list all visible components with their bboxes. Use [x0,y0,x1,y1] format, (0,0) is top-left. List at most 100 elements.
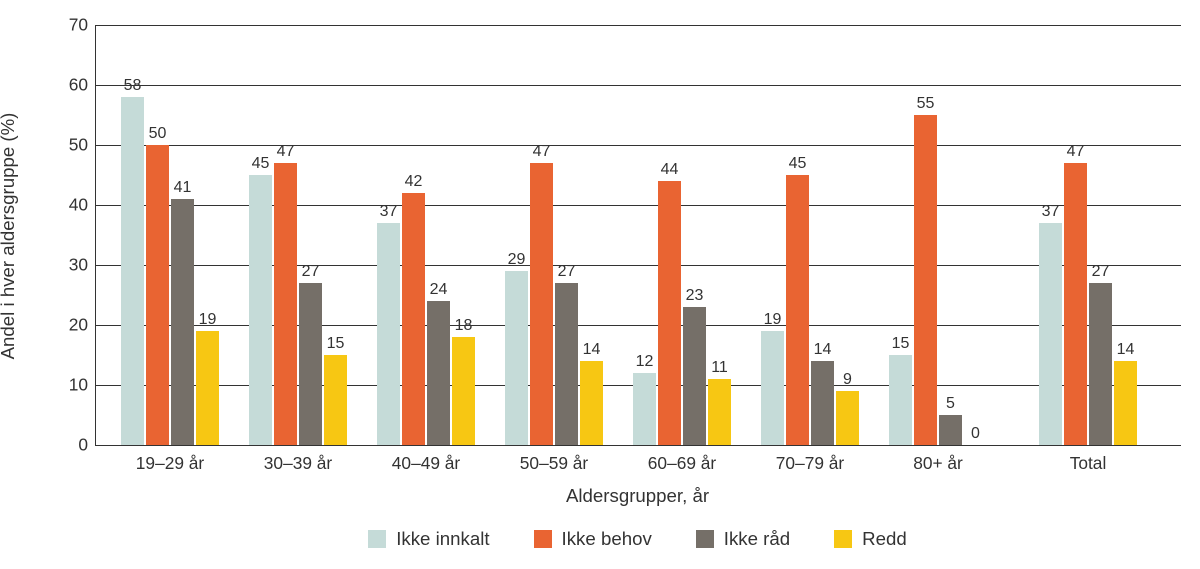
legend-swatch [534,530,552,548]
chart-container: 0102030405060705850411919–29 år454727153… [0,0,1200,569]
bar-value-label: 5 [946,395,955,413]
y-tick-label: 40 [69,195,88,216]
bar-group: 3742241840–49 år [362,25,490,445]
x-tick-label: 70–79 år [776,453,844,474]
bar-value-label: 19 [199,311,217,329]
bar-group: 5850411919–29 år [106,25,234,445]
legend-label: Ikke innkalt [396,528,489,550]
bar-ikke_rad: 24 [427,301,450,445]
bar-value-label: 37 [1042,203,1060,221]
bar-ikke_innkalt: 15 [889,355,912,445]
plot-area: 0102030405060705850411919–29 år454727153… [95,25,1181,446]
bar-group: 37472714Total [1024,25,1152,445]
bar-ikke_rad: 41 [171,199,194,445]
bar-ikke_innkalt: 37 [1039,223,1062,445]
legend-item-ikke_behov: Ikke behov [534,528,652,550]
legend-label: Ikke behov [562,528,652,550]
bar-value-label: 45 [252,155,270,173]
legend-label: Redd [862,528,907,550]
x-tick-label: Total [1070,453,1107,474]
bar-ikke_innkalt: 58 [121,97,144,445]
bar-ikke_behov: 47 [530,163,553,445]
legend: Ikke innkalt Ikke behov Ikke råd Redd [95,528,1180,550]
legend-label: Ikke råd [724,528,790,550]
bar-value-label: 19 [764,311,782,329]
bar-value-label: 27 [302,263,320,281]
bar-value-label: 45 [789,155,807,173]
x-tick-label: 50–59 år [520,453,588,474]
legend-item-ikke_rad: Ikke råd [696,528,790,550]
legend-swatch [834,530,852,548]
y-tick-label: 30 [69,255,88,276]
bar-ikke_behov: 45 [786,175,809,445]
bar-value-label: 15 [892,335,910,353]
bar-ikke_rad: 27 [299,283,322,445]
bar-value-label: 42 [405,173,423,191]
x-tick-label: 30–39 år [264,453,332,474]
bar-ikke_rad: 27 [1089,283,1112,445]
bar-ikke_behov: 44 [658,181,681,445]
bar-redd: 14 [580,361,603,445]
y-tick-label: 10 [69,375,88,396]
legend-item-ikke_innkalt: Ikke innkalt [368,528,489,550]
bar-ikke_behov: 47 [1064,163,1087,445]
bar-value-label: 50 [149,125,167,143]
bar-group: 1244231160–69 år [618,25,746,445]
bar-value-label: 12 [636,353,654,371]
x-tick-label: 80+ år [913,453,963,474]
bar-value-label: 37 [380,203,398,221]
bar-redd: 9 [836,391,859,445]
x-tick-label: 19–29 år [136,453,204,474]
y-tick-label: 0 [78,435,88,456]
bar-value-label: 11 [711,359,728,377]
bar-value-label: 27 [1092,263,1110,281]
bar-value-label: 9 [843,371,852,389]
legend-item-redd: Redd [834,528,907,550]
bar-redd: 14 [1114,361,1137,445]
bar-value-label: 41 [174,179,192,197]
bar-value-label: 27 [558,263,576,281]
bar-redd: 18 [452,337,475,445]
bar-ikke_innkalt: 19 [761,331,784,445]
bar-value-label: 47 [277,143,295,161]
bar-ikke_behov: 42 [402,193,425,445]
bar-value-label: 23 [686,287,704,305]
bar-ikke_rad: 14 [811,361,834,445]
y-tick-label: 50 [69,135,88,156]
bar-ikke_behov: 47 [274,163,297,445]
bar-value-label: 44 [661,161,679,179]
bar-value-label: 55 [917,95,935,113]
bar-ikke_innkalt: 29 [505,271,528,445]
legend-swatch [368,530,386,548]
bar-group: 194514970–79 år [746,25,874,445]
bar-group: 2947271450–59 år [490,25,618,445]
bar-value-label: 29 [508,251,526,269]
bar-group: 15555080+ år [874,25,1002,445]
bar-redd: 15 [324,355,347,445]
bar-value-label: 14 [814,341,832,359]
x-tick-label: 40–49 år [392,453,460,474]
y-tick-label: 70 [69,15,88,36]
bar-value-label: 47 [533,143,551,161]
y-axis-title: Andel i hver aldersgruppe (%) [0,26,19,446]
bar-value-label: 14 [583,341,601,359]
bar-ikke_behov: 55 [914,115,937,445]
y-tick-label: 20 [69,315,88,336]
bar-ikke_rad: 23 [683,307,706,445]
bar-group: 4547271530–39 år [234,25,362,445]
bar-value-label: 18 [455,317,473,335]
bar-value-label: 58 [124,77,142,95]
bar-ikke_rad: 27 [555,283,578,445]
legend-swatch [696,530,714,548]
bar-ikke_rad: 5 [939,415,962,445]
bar-value-label: 0 [971,425,980,443]
bar-ikke_behov: 50 [146,145,169,445]
bar-value-label: 24 [430,281,448,299]
x-tick-label: 60–69 år [648,453,716,474]
bar-ikke_innkalt: 37 [377,223,400,445]
x-axis-title: Aldersgrupper, år [95,485,1180,507]
bar-value-label: 47 [1067,143,1085,161]
bar-ikke_innkalt: 12 [633,373,656,445]
bar-redd: 19 [196,331,219,445]
bar-redd: 11 [708,379,731,445]
